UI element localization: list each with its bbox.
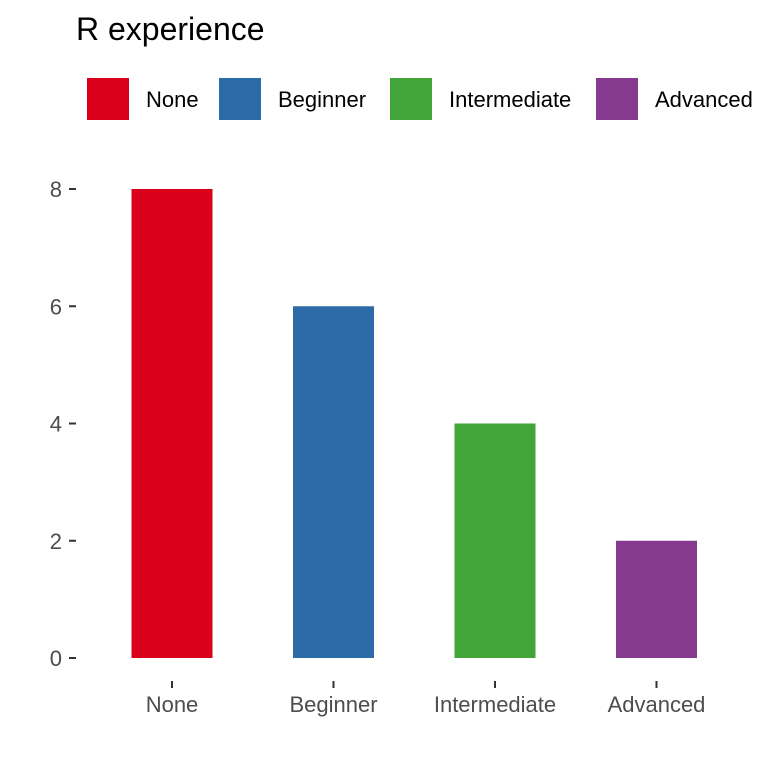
x-tick-label-none: None <box>146 692 199 717</box>
legend-label-advanced: Advanced <box>655 87 753 112</box>
chart-title: R experience <box>76 11 265 47</box>
legend-label-intermediate: Intermediate <box>449 87 571 112</box>
legend-swatch-beginner <box>219 78 261 120</box>
x-axis: None Beginner Intermediate Advanced <box>146 681 706 717</box>
legend-swatch-advanced <box>596 78 638 120</box>
legend-swatch-intermediate <box>390 78 432 120</box>
legend-swatch-none <box>87 78 129 120</box>
bar-advanced <box>616 540 697 658</box>
y-tick-label-4: 4 <box>50 412 62 437</box>
bar-beginner <box>293 306 374 658</box>
legend-label-none: None <box>146 87 199 112</box>
bars <box>131 189 697 658</box>
x-tick-label-beginner: Beginner <box>289 692 377 717</box>
legend: None Beginner Intermediate Advanced <box>87 78 753 120</box>
bar-intermediate <box>454 423 536 658</box>
bar-none <box>131 189 213 658</box>
y-tick-label-0: 0 <box>50 646 62 671</box>
x-tick-label-advanced: Advanced <box>608 692 706 717</box>
y-tick-label-2: 2 <box>50 529 62 554</box>
x-tick-label-intermediate: Intermediate <box>434 692 556 717</box>
y-tick-label-8: 8 <box>50 177 62 202</box>
y-tick-label-6: 6 <box>50 294 62 319</box>
legend-label-beginner: Beginner <box>278 87 366 112</box>
y-axis: 0 2 4 6 8 <box>50 177 76 671</box>
